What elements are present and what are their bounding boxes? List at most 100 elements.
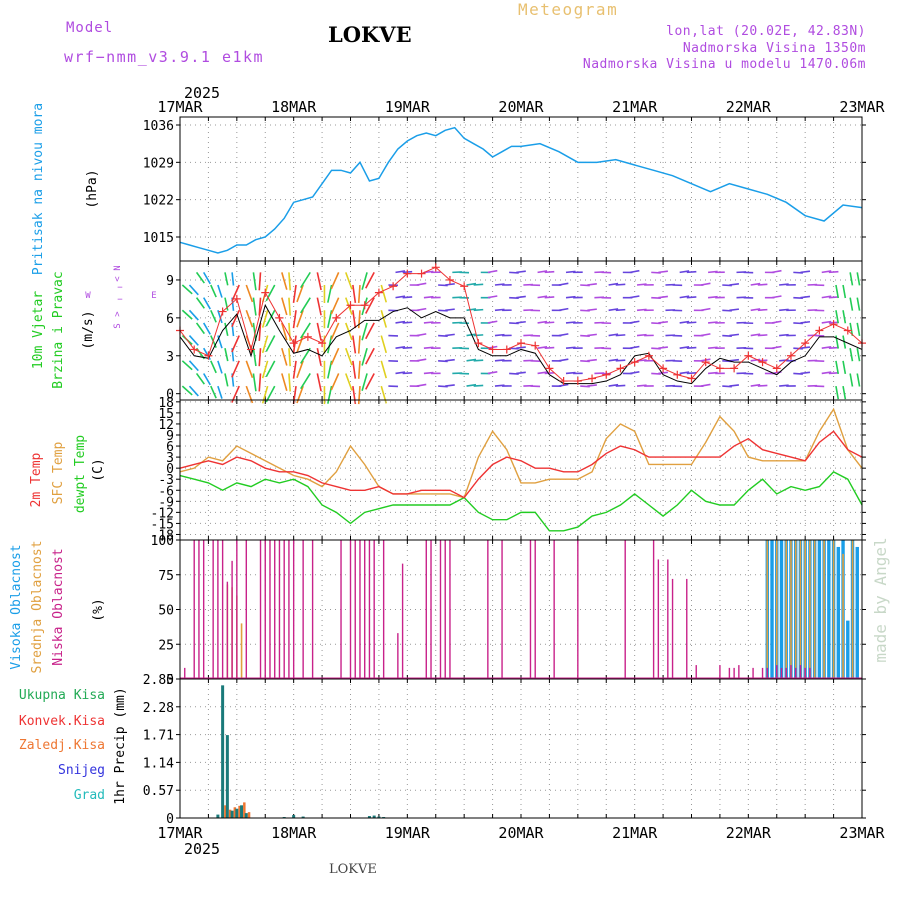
gust-marker — [474, 339, 483, 348]
wind-barb — [849, 272, 854, 286]
precip-total-bar — [235, 808, 239, 818]
y-tick-label: 3 — [166, 350, 174, 365]
y-tick-label: 0 — [166, 462, 174, 477]
gust-marker — [232, 294, 241, 303]
gust-marker — [502, 345, 511, 354]
wind-barb — [265, 335, 276, 352]
wind-barb — [750, 282, 761, 286]
wind-barb — [202, 271, 211, 285]
ylabel-sfc: SFC Temp — [51, 442, 66, 505]
wind-barb — [771, 345, 782, 349]
wind-barb — [700, 282, 711, 286]
low-cloud-bar — [733, 667, 735, 679]
wind-barb — [361, 322, 368, 341]
low-cloud-bar — [226, 581, 229, 679]
low-cloud-bar — [671, 578, 674, 679]
wind-barb — [357, 360, 361, 379]
wind-barb — [416, 358, 427, 362]
wind-barb — [629, 269, 640, 274]
wind-barb — [629, 295, 640, 299]
dewpoint-line — [179, 470, 863, 532]
wind-barb — [330, 373, 340, 391]
wind-barb — [300, 297, 311, 314]
wind-barb — [516, 270, 526, 274]
credit-watermark: made by Angel — [871, 537, 890, 662]
wind-barb — [210, 360, 217, 374]
ylabel-t2m: 2m Temp — [29, 452, 44, 507]
ylabel-mid-cloud: Srednja Oblacnost — [30, 540, 45, 673]
wind-barb — [245, 310, 254, 328]
gust-marker — [588, 374, 597, 383]
low-cloud-bar — [785, 667, 787, 679]
gust-marker — [531, 341, 540, 350]
wind-barb — [487, 320, 498, 324]
wind-barb — [281, 322, 288, 341]
y-tick-label: 1015 — [143, 231, 174, 246]
precip-total-bar — [377, 816, 381, 818]
wind-barb — [629, 345, 640, 349]
high-cloud-bar — [779, 540, 784, 679]
mid-cloud-bar — [794, 540, 797, 679]
wind-barb — [281, 347, 288, 366]
wind-barb — [686, 371, 697, 375]
precip-frz-bar — [247, 812, 251, 818]
wind-barb — [252, 322, 257, 341]
wind-barb — [258, 272, 262, 291]
wind-barb — [615, 359, 626, 362]
wind-barb — [258, 348, 262, 367]
low-cloud-bar — [359, 540, 361, 679]
wind-barb — [558, 333, 569, 337]
wind-barb — [558, 358, 569, 362]
low-cloud-bar — [193, 540, 195, 679]
wind-barb — [395, 320, 406, 324]
mid-cloud-bar — [240, 623, 243, 679]
wind-barb — [261, 360, 269, 379]
gust-marker — [374, 288, 383, 297]
wind-barb — [365, 373, 375, 390]
wind-barb — [800, 346, 811, 349]
panel-pressure: 1015 1022 1029 1036 — [143, 116, 866, 262]
gust-marker — [517, 339, 525, 348]
wind-barb — [842, 360, 847, 374]
gust-marker — [843, 326, 852, 335]
wind-barb — [700, 333, 711, 337]
wind-barb — [587, 308, 597, 312]
compass-n: N — [113, 265, 123, 270]
wind-barb — [835, 360, 840, 374]
wind-barb — [265, 360, 276, 378]
wind-barb — [416, 383, 427, 387]
wind-barb — [615, 308, 626, 312]
wind-barb — [352, 385, 357, 405]
wind-barb — [395, 270, 406, 274]
ylabel-wind-dir: Brzina i Pravac — [51, 271, 66, 388]
y-tick-label: -12 — [151, 506, 174, 521]
low-cloud-bar — [236, 540, 238, 679]
wind-barb — [416, 282, 427, 286]
low-cloud-bar — [719, 665, 721, 679]
wind-barb — [729, 358, 740, 362]
wind-barb — [288, 272, 291, 291]
low-cloud-bar — [283, 540, 285, 679]
precip-frz-bar — [238, 805, 241, 818]
wind-barb — [316, 322, 322, 341]
y-tick-label: 100 — [151, 534, 174, 549]
elevation-label: Nadmorska Visina 1350m — [682, 41, 866, 56]
wind-barb — [217, 284, 223, 298]
wind-barb — [357, 310, 361, 329]
wind-barb — [537, 295, 548, 299]
precip-legend-label: Konvek.Kisa — [19, 714, 105, 729]
time-label-bottom: 17MAR — [157, 824, 203, 842]
gust-marker — [460, 282, 469, 291]
wind-barb — [395, 371, 406, 375]
gust-marker — [602, 370, 611, 379]
mid-cloud-bar — [832, 540, 835, 679]
wind-barb — [516, 371, 526, 375]
precip-total-bar — [225, 735, 229, 818]
time-label-bottom: 19MAR — [385, 824, 431, 842]
wind-barb — [224, 373, 229, 387]
high-cloud-bar — [817, 540, 822, 679]
wind-barb — [224, 272, 229, 286]
y-tick-label: 15 — [158, 407, 174, 422]
ylabel-temp-unit: (C) — [91, 458, 106, 481]
y-tick-label: 0.57 — [143, 784, 174, 799]
